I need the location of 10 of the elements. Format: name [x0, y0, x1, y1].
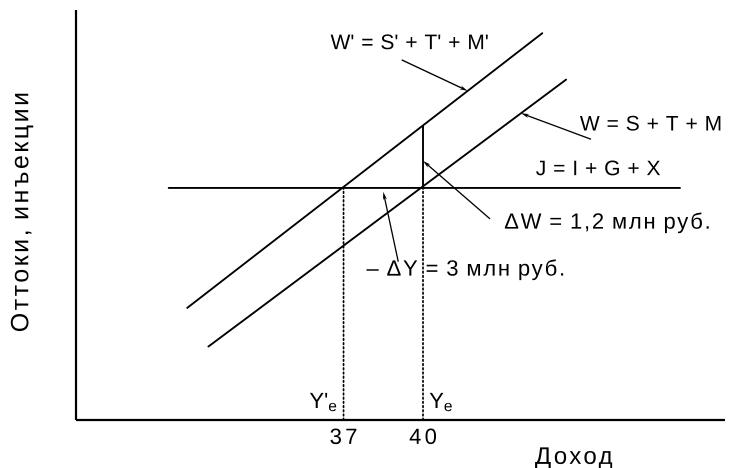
series-label: W = S + T + M	[580, 116, 720, 131]
x-tick-label: 37	[330, 428, 356, 444]
annotation: Y'$_{e}$	[310, 392, 336, 412]
annotation: – ΔY = 3 млн руб.	[366, 259, 564, 280]
annotation: Y$_{e}$	[430, 392, 452, 412]
y-axis-title: Оттоки, инъекции	[10, 94, 34, 332]
annotation: ΔW = 1,2 млн руб.	[504, 212, 709, 234]
x-tick-label: 40	[410, 428, 436, 444]
series-label: W' = S' + T' + M'	[330, 34, 488, 50]
series-label: J = I + G + X	[536, 160, 660, 176]
